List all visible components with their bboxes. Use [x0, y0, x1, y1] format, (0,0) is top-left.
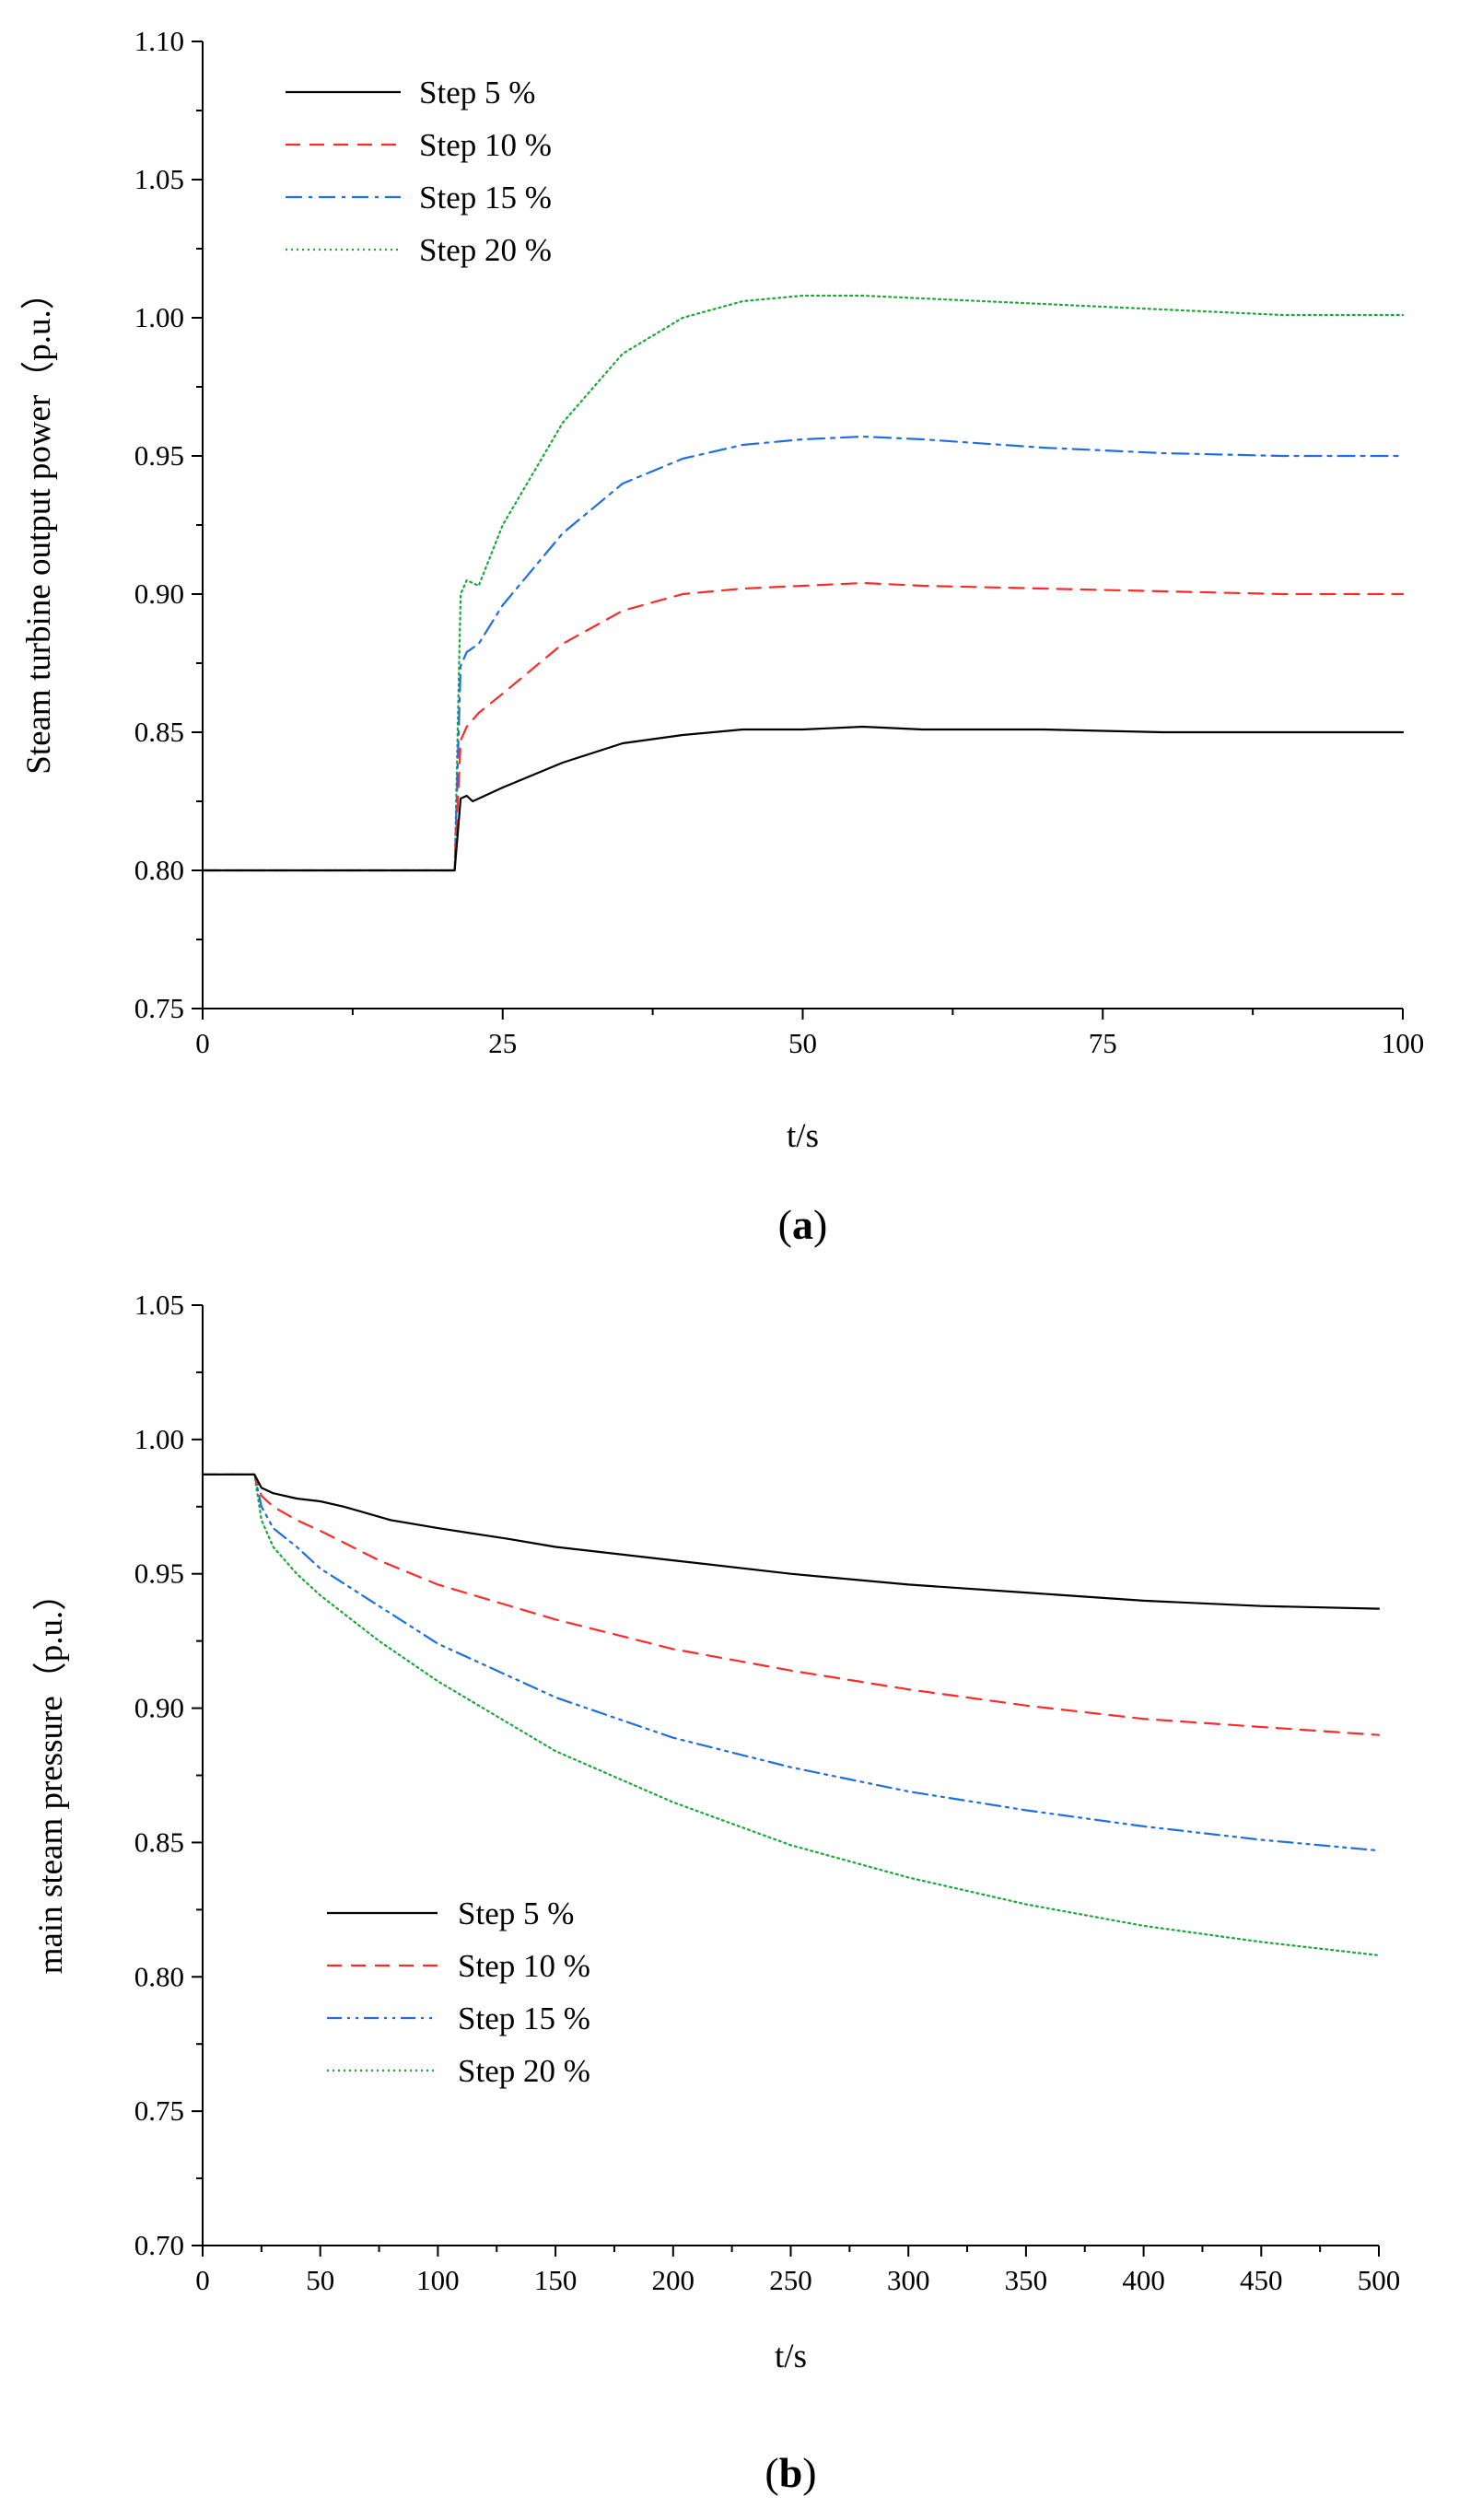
panel-a-label-letter: a	[792, 1201, 813, 1248]
panel-b-series-line-15	[201, 1473, 1381, 1852]
panel-b-x-tick-label: 50	[306, 2264, 334, 2296]
panel-b-series-line-10	[201, 1473, 1381, 1736]
panel-a-legend-label: Step 5 %	[419, 75, 535, 111]
panel-a-x-tick-label: 100	[1382, 1027, 1425, 1059]
panel-b-label: (b)	[765, 2449, 816, 2496]
panel-b-x-tick-label: 450	[1240, 2264, 1283, 2296]
panel-b-series	[201, 1473, 1381, 1956]
panel-b-y-tick-label: 0.70	[134, 2229, 184, 2261]
panel-a-legend-label: Step 10 %	[419, 127, 552, 163]
panel-a-series-line-5	[201, 725, 1405, 872]
panel-b-x-tick-label: 250	[769, 2264, 812, 2296]
panel-a-series-line-15	[201, 435, 1405, 872]
panel-b-y-tick-label: 1.00	[134, 1423, 184, 1455]
panel-b-y-tick-label: 0.80	[134, 1960, 184, 1992]
panel-a-y-tick-label: 1.05	[134, 163, 184, 195]
panel-b-chart: 0 50 100 150 200 250 300 350 400 450 500 0.700.750…	[32, 1289, 1400, 2496]
panel-b-y-tick-label: 0.90	[134, 1692, 184, 1724]
panel-a-series	[201, 294, 1405, 872]
panel-b-series-line-20	[201, 1473, 1381, 1956]
panel-b-legend-label: Step 10 %	[458, 1948, 590, 1984]
panel-b-x-ticks: 0 50 100 150 200 250 300 350 400 450 500	[195, 2246, 1400, 2296]
panel-b-legend-label: Step 20 %	[458, 2053, 590, 2089]
panel-b-y-ticks: 0.70 0.75 0.80 0.85 0.90 0.95 1.00 1.05	[134, 1289, 203, 2261]
panel-b-x-tick-label: 150	[534, 2264, 578, 2296]
panel-b-label-letter: b	[779, 2449, 803, 2496]
panel-a-y-tick-label: 0.80	[134, 854, 184, 886]
panel-b-x-axis-title: t/s	[775, 2338, 807, 2375]
panel-b-y-tick-label: 0.75	[134, 2094, 184, 2127]
panel-b-x-tick-label: 500	[1358, 2264, 1401, 2296]
panel-a-x-ticks: 0 25 50 75 100	[195, 1009, 1424, 1059]
panel-a-y-tick-label: 1.00	[134, 301, 184, 333]
panel-b-x-tick-label: 300	[887, 2264, 930, 2296]
panel-a-legend-label: Step 15 %	[419, 180, 552, 216]
panel-a-legend: Step 5 % Step 10 % Step 15 % Step 20 %	[286, 75, 552, 268]
panel-b-x-tick-label: 200	[652, 2264, 695, 2296]
panel-b-legend-label: Step 15 %	[458, 2001, 590, 2036]
panel-a-x-tick-label: 50	[788, 1027, 817, 1059]
panel-b-x-tick-label: 0	[195, 2264, 210, 2296]
panel-b-x-tick-label: 350	[1005, 2264, 1048, 2296]
panel-a-x-tick-label: 75	[1089, 1027, 1117, 1059]
panel-a-x-axis-title: t/s	[787, 1117, 819, 1155]
panel-a-label: (a)	[778, 1201, 828, 1248]
panel-a-y-ticks: 0.75 0.80 0.85 0.90 0.95 1.00 1.05 1.10	[134, 25, 203, 1024]
panel-a-y-tick-label: 0.95	[134, 439, 184, 472]
panel-a-y-axis-title: Steam turbine output power（p.u.）	[20, 275, 58, 775]
panel-a-x-tick-label: 25	[488, 1027, 517, 1059]
panel-b-y-tick-label: 1.05	[134, 1289, 184, 1321]
panel-b-legend-label: Step 5 %	[458, 1896, 574, 1931]
panel-b-x-tick-label: 100	[416, 2264, 460, 2296]
panel-b-y-axis-title: main steam pressure（p.u.）	[32, 1577, 70, 1975]
panel-a-y-tick-label: 0.90	[134, 578, 184, 610]
panel-b-x-tick-label: 400	[1122, 2264, 1165, 2296]
panel-b-series-line-5	[201, 1473, 1381, 1610]
panel-b-y-tick-label: 0.85	[134, 1826, 184, 1858]
panel-a-chart: 0 25 50 75 100 0.75 0.80 0.85 0.90 0.95 1.00 1.05 1…	[20, 25, 1424, 1248]
panel-a-series-line-10	[201, 581, 1405, 872]
panel-b-y-tick-label: 0.95	[134, 1558, 184, 1590]
panel-a-y-tick-label: 0.85	[134, 716, 184, 748]
panel-a-y-tick-label: 0.75	[134, 992, 184, 1024]
panel-a-series-line-20	[201, 294, 1405, 872]
panel-b-legend: Step 5 % Step 10 % Step 15 % Step 20 %	[327, 1896, 590, 2089]
panel-a-x-tick-label: 0	[195, 1027, 210, 1059]
panel-a-legend-label: Step 20 %	[419, 232, 552, 268]
panel-a-y-tick-label: 1.10	[134, 25, 184, 57]
